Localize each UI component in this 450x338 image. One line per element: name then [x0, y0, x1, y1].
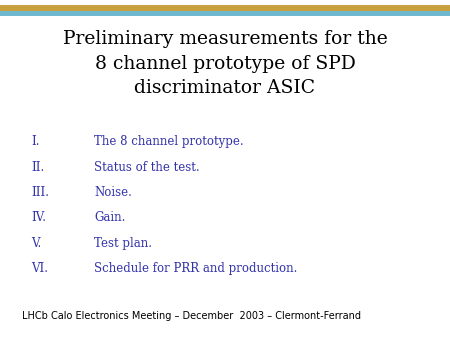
Text: II.: II. — [32, 161, 45, 173]
Text: LHCb Calo Electronics Meeting – December  2003 – Clermont-Ferrand: LHCb Calo Electronics Meeting – December… — [22, 311, 361, 321]
Text: I.: I. — [32, 135, 40, 148]
Text: III.: III. — [32, 186, 50, 199]
Bar — [0, 11, 450, 16]
Text: VI.: VI. — [32, 262, 49, 275]
Text: Gain.: Gain. — [94, 211, 126, 224]
Text: Schedule for PRR and production.: Schedule for PRR and production. — [94, 262, 298, 275]
Bar — [0, 5, 450, 11]
Text: V.: V. — [32, 237, 42, 249]
Text: Status of the test.: Status of the test. — [94, 161, 200, 173]
Text: IV.: IV. — [32, 211, 46, 224]
Text: Noise.: Noise. — [94, 186, 132, 199]
Text: Test plan.: Test plan. — [94, 237, 153, 249]
Text: Preliminary measurements for the
8 channel prototype of SPD
discriminator ASIC: Preliminary measurements for the 8 chann… — [63, 30, 387, 97]
Text: The 8 channel prototype.: The 8 channel prototype. — [94, 135, 244, 148]
